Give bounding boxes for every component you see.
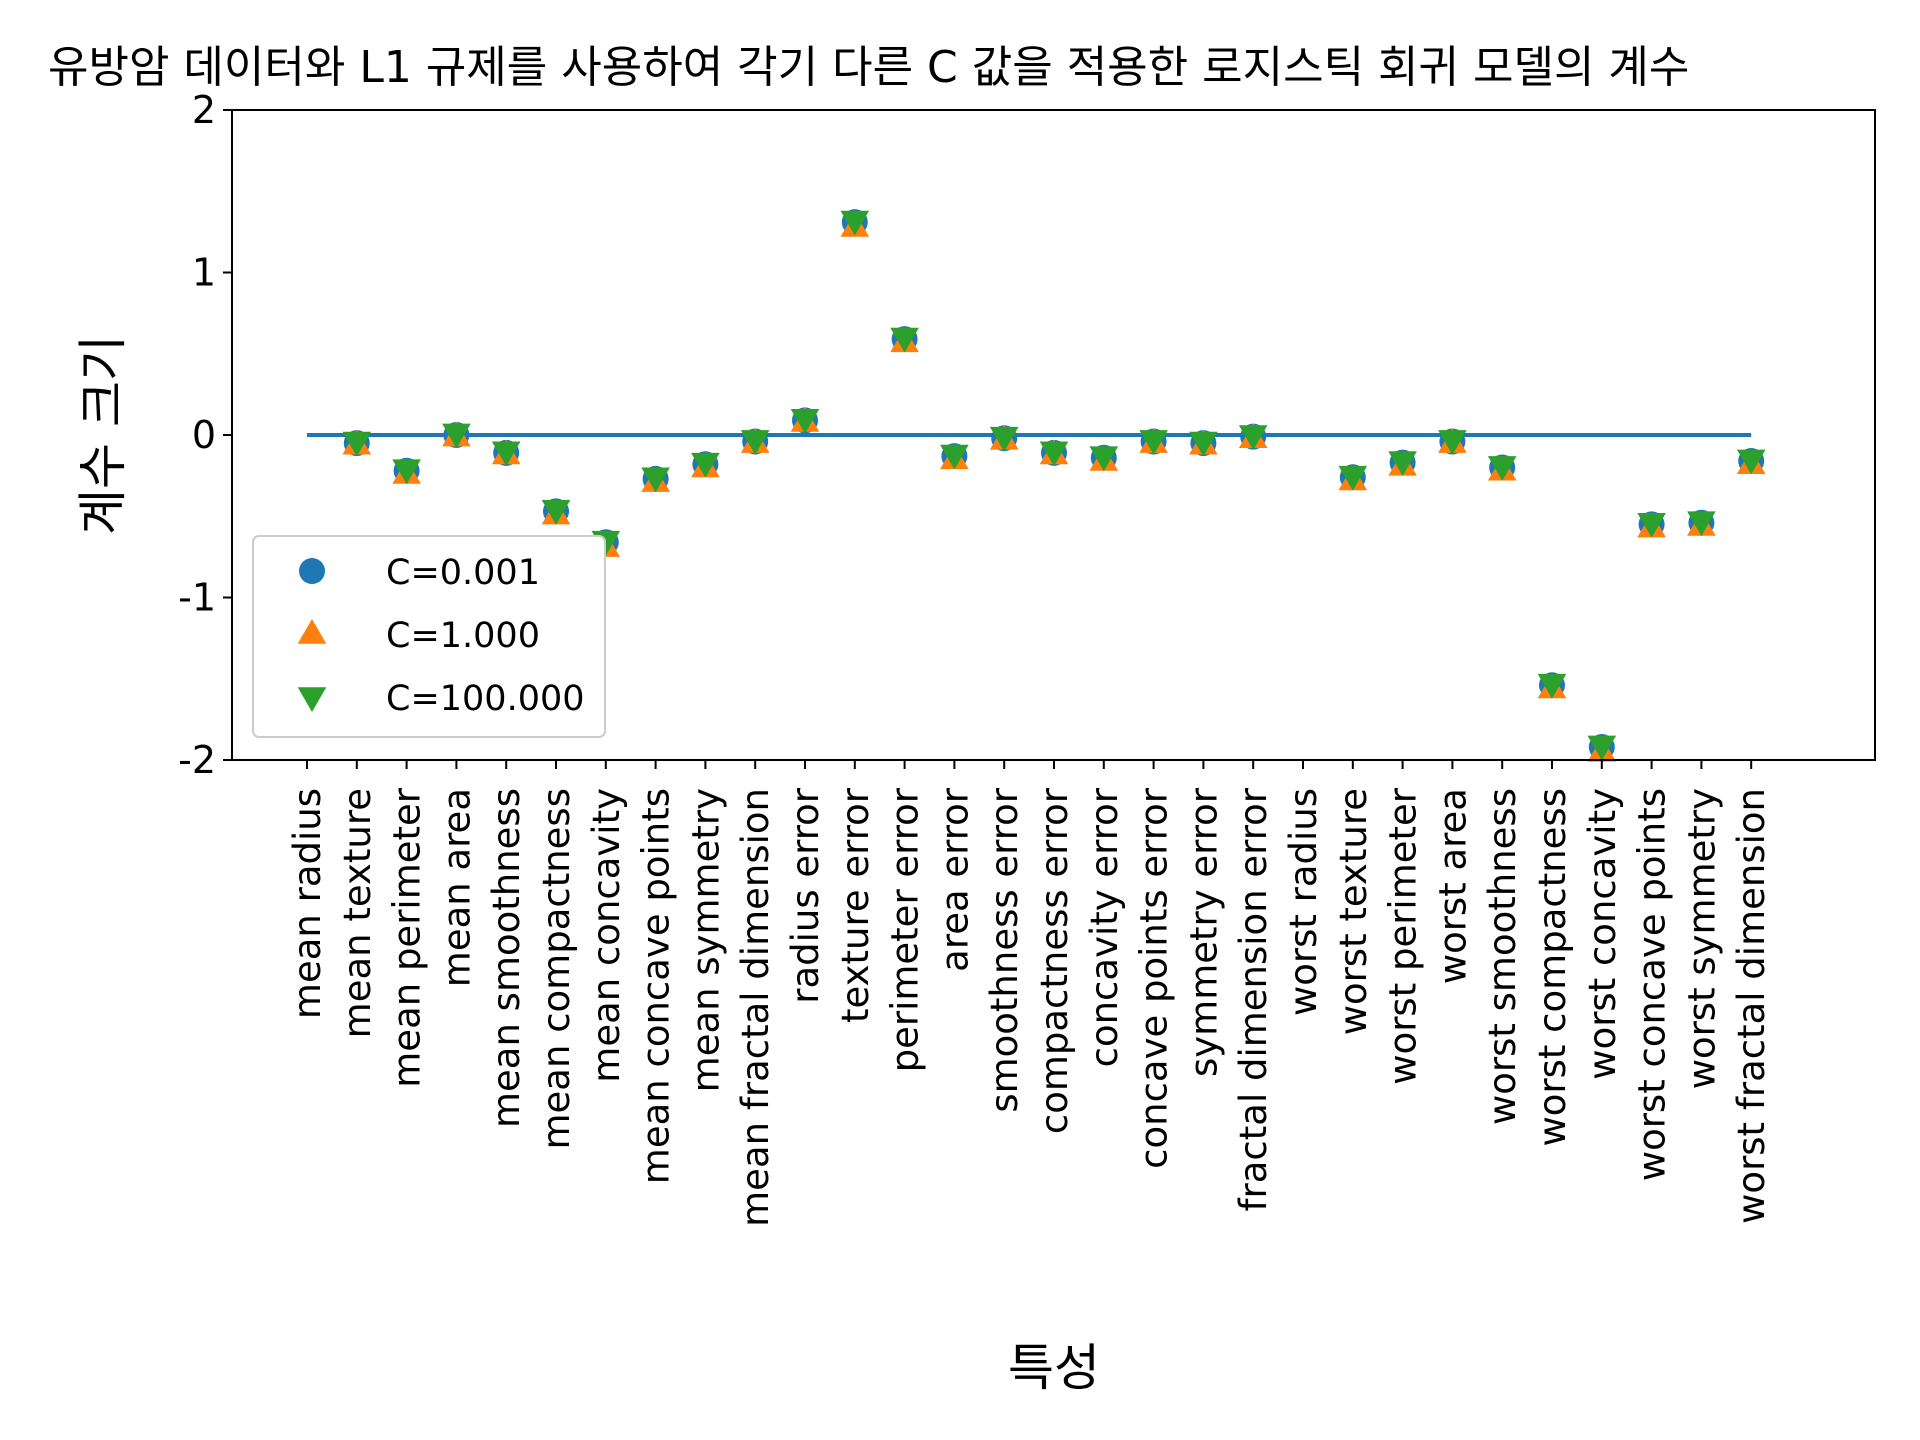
legend-label: C=1.000: [386, 616, 540, 656]
x-tick-label: mean concavity: [585, 788, 628, 1083]
x-tick-label: radius error: [784, 787, 827, 1004]
data-point: [840, 210, 870, 236]
legend-marker: [297, 619, 327, 644]
data-point: [442, 423, 471, 449]
x-tick-label: perimeter error: [884, 787, 927, 1072]
data-point: [1338, 465, 1368, 491]
x-tick-label: mean perimeter: [386, 787, 429, 1088]
x-axis-label: 특성: [1008, 1339, 1100, 1397]
y-tick-label: -2: [178, 738, 216, 782]
legend-marker: [299, 558, 325, 584]
x-tick-label: worst concavity: [1581, 788, 1624, 1080]
x-tick-label: mean area: [435, 788, 478, 987]
y-tick-label: 2: [192, 88, 216, 132]
legend-label: C=100.000: [386, 679, 585, 719]
chart-title: 유방암 데이터와 L1 규제를 사용하여 각기 다른 C 값을 적용한 로지스틱…: [48, 42, 1689, 93]
x-tick-label: worst texture: [1332, 788, 1375, 1035]
data-point: [989, 426, 1019, 452]
data-point: [541, 500, 571, 525]
legend-marker: [297, 687, 327, 712]
y-tick-label: -1: [178, 576, 216, 620]
x-tick-label: mean fractal dimension: [734, 788, 777, 1227]
data-point: [342, 431, 372, 457]
x-tick-label: mean symmetry: [684, 788, 727, 1092]
x-tick-label: worst concave points: [1631, 788, 1674, 1181]
data-point: [740, 430, 770, 455]
x-tick-label: concave points error: [1133, 787, 1176, 1169]
x-tick-label: compactness error: [1033, 787, 1076, 1134]
data-point: [1587, 735, 1617, 761]
y-axis-label: 계수 크기: [74, 335, 132, 535]
data-point: [1736, 449, 1766, 475]
legend: C=0.001 C=1.000 C=100.000: [252, 535, 606, 738]
data-point: [890, 327, 919, 353]
x-tick-label: mean concave points: [635, 788, 678, 1184]
legend-box: [252, 535, 606, 738]
data-point: [1687, 511, 1716, 537]
x-tick-label: smoothness error: [983, 787, 1026, 1112]
data-point: [1637, 513, 1666, 538]
x-tick-label: worst area: [1431, 788, 1474, 984]
data-point: [691, 452, 720, 478]
x-tick-label: worst fractal dimension: [1730, 788, 1773, 1224]
x-tick-label: mean texture: [336, 788, 379, 1038]
x-tick-label: mean compactness: [535, 788, 578, 1150]
data-point: [392, 459, 421, 485]
y-tick-label: 0: [192, 413, 216, 457]
x-tick-label: fractal dimension error: [1232, 787, 1275, 1211]
x-axis: mean radius mean texture mean perimeter mea…: [286, 760, 1773, 1227]
x-tick-label: worst radius: [1282, 788, 1325, 1016]
data-point: [1537, 673, 1567, 699]
data-point: [491, 441, 521, 467]
x-tick-label: texture error: [834, 787, 877, 1023]
data-point: [1189, 431, 1218, 457]
y-axis: 2 1 0 -1 -2: [178, 88, 232, 782]
y-tick-label: 1: [192, 251, 216, 295]
data-point: [790, 409, 820, 434]
x-tick-label: worst smoothness: [1481, 788, 1524, 1125]
data-point: [1139, 430, 1168, 455]
x-tick-label: symmetry error: [1182, 787, 1225, 1077]
x-tick-label: concavity error: [1083, 787, 1126, 1067]
data-point: [1089, 446, 1119, 472]
data-point: [1487, 456, 1517, 481]
data-point: [1438, 430, 1467, 455]
legend-label: C=0.001: [386, 553, 540, 593]
x-tick-label: area error: [933, 787, 976, 972]
data-point: [940, 444, 969, 470]
x-tick-label: worst perimeter: [1382, 787, 1425, 1084]
x-tick-label: worst compactness: [1531, 788, 1574, 1146]
data-point: [1039, 441, 1069, 467]
x-tick-label: worst symmetry: [1680, 788, 1723, 1089]
x-tick-label: mean radius: [286, 788, 329, 1019]
data-point: [641, 467, 670, 493]
x-tick-label: mean smoothness: [485, 788, 528, 1128]
data-point: [1388, 451, 1417, 476]
data-point: [1238, 425, 1268, 450]
